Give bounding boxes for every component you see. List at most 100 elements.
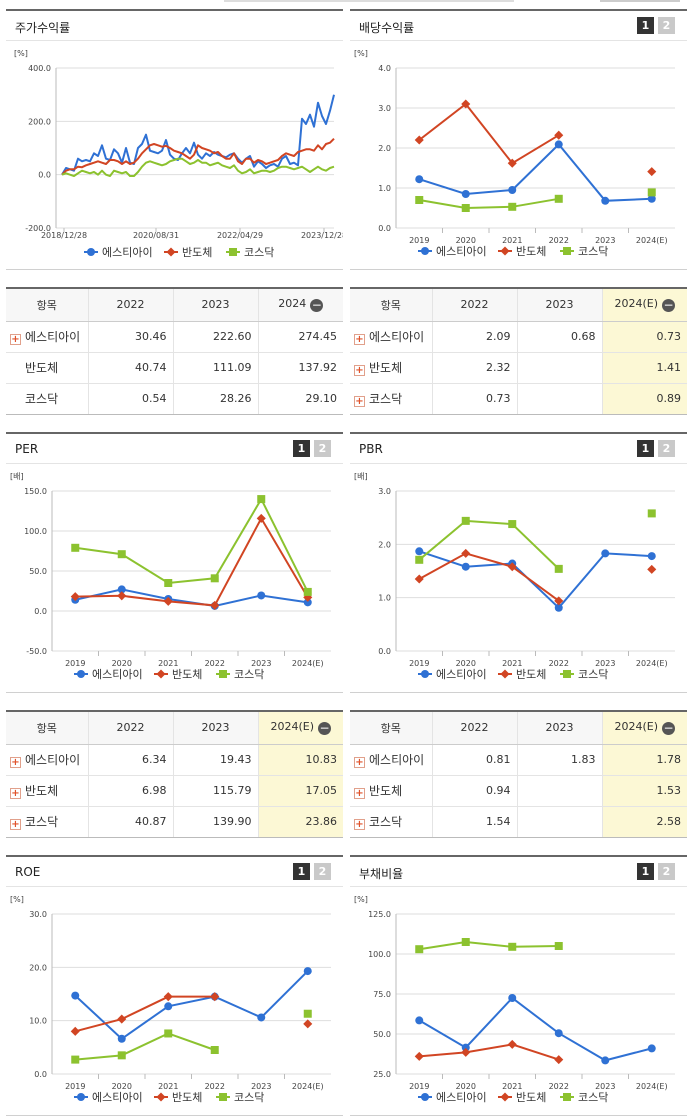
y-unit-label: [%] [10,895,24,904]
cell-value: 1.54 [486,815,511,828]
chart-area: [%] 4.0 3.0 2.0 1.0 0.0 2019 2020 2021 2022 2023 20… [350,41,687,270]
page-2-button[interactable]: 2 [314,440,331,457]
data-point [461,204,470,212]
column-header: 항목 [6,287,88,322]
collapse-column-icon[interactable]: − [662,298,676,313]
series-line-3 [419,940,559,951]
page-1-button[interactable]: 1 [293,863,310,880]
value-cell [516,806,602,838]
y-tick-label: 200.0 [28,117,51,126]
y-unit-label: [배] [354,472,368,481]
x-tick-label: 2024(E) [636,236,668,245]
data-point [508,186,517,194]
top-strip-left [224,0,514,2]
expand-row-icon[interactable]: + [10,757,21,768]
column-header: 항목 [6,710,88,745]
pbr-chart: [배] 3.0 2.0 1.0 0.0 2019 2020 2021 2022 2023 2024(… [354,472,675,681]
expand-row-icon[interactable]: + [354,757,365,768]
page-1-button[interactable]: 1 [637,863,654,880]
data-point [415,1016,424,1025]
expand-row-icon[interactable]: + [354,788,365,799]
page-2-button[interactable]: 2 [314,863,331,880]
value-cell: 0.94 [431,775,517,807]
legend-marker-3 [563,670,571,678]
data-point [164,579,173,587]
data-point [303,967,312,976]
row-label: 반도체 [369,361,403,375]
value-cell: 111.09 [172,352,258,384]
row-label: 코스닥 [369,815,403,829]
collapse-column-icon[interactable]: − [310,298,324,313]
column-header-label: 2022 [116,298,145,312]
cell-value: 137.92 [298,361,338,374]
data-point [554,596,564,606]
data-point [164,1002,173,1011]
page-2-button[interactable]: 2 [658,440,675,457]
cell-value: 28.26 [220,392,252,405]
cell-value: 6.98 [142,784,167,797]
expand-row-icon[interactable]: + [354,819,365,830]
row-label: 코스닥 [369,392,403,406]
data-point [461,548,471,558]
row-label-cell: + 에스티아이 [6,321,88,353]
legend-label-1: 에스티아이 [436,1091,487,1104]
series-line-1 [418,996,652,1062]
expand-row-icon[interactable]: + [354,365,365,376]
column-header-label: 2024(E) [270,720,315,734]
column-header: 항목 [350,710,432,745]
legend-marker-2 [156,1092,166,1102]
collapse-column-icon[interactable]: − [318,721,332,736]
series-line-3 [418,519,560,570]
expand-row-icon[interactable]: + [10,788,21,799]
column-header-label: 2023 [201,298,230,312]
expand-row-icon[interactable]: + [354,396,365,407]
series-line-2 [61,137,335,176]
x-tick-label: 2018/12/28 [41,231,87,240]
per-chart: [배]150.0 100.0 50.0 0.0 -50.0 2019 2020 2021 202… [10,472,331,681]
legend-label-1: 에스티아이 [436,245,487,258]
y-tick-label: 30.0 [29,910,47,919]
y-tick-label: 10.0 [29,1017,47,1026]
data-point [303,598,312,607]
data-point [647,552,656,561]
column-header: 2023 [516,287,602,322]
y-tick-label: 125.0 [368,910,391,919]
cell-value: 115.79 [213,784,252,797]
cell-value: 40.87 [135,815,167,828]
legend-label-2: 반도체 [516,245,546,258]
expand-row-icon[interactable]: + [10,819,21,830]
collapse-column-icon[interactable]: − [662,721,676,736]
value-cell: 29.10 [257,383,343,415]
row-label: 반도체 [25,361,59,375]
page-2-button[interactable]: 2 [658,863,675,880]
page-1-button[interactable]: 1 [637,440,654,457]
data-point [601,196,610,205]
expand-row-icon[interactable]: + [354,334,365,345]
expand-row-icon[interactable]: + [10,334,21,345]
value-cell: 6.34 [87,744,173,776]
value-cell: 40.74 [87,352,173,384]
series-line-1 [418,142,652,202]
column-header: 2024− [257,287,343,322]
per-table: 항목 2022 2023 2024(E) − + 에스티아이 6.34 19.43 10.83 + 반… [6,710,343,838]
x-tick-label: 2024(E) [292,659,324,668]
x-tick-label: 2024(E) [292,1082,324,1091]
page-2-button[interactable]: 2 [658,17,675,34]
dividend-table: 항목 2022 2023 2024(E) − + 에스티아이 2.09 0.68 0.73 + 반도체… [350,287,687,415]
value-cell: 1.53 [601,775,687,807]
data-point [508,202,517,211]
cell-value: 17.05 [305,784,338,797]
column-header: 2023 [172,287,258,322]
legend-label-3: 코스닥 [578,245,608,258]
page-1-button[interactable]: 1 [293,440,310,457]
x-tick-label: 2021 [502,236,522,245]
page-1-button[interactable]: 1 [637,17,654,34]
y-tick-label: 0.0 [378,647,391,656]
data-point [163,596,173,606]
series-line-1 [74,970,309,1041]
series-line-1 [418,550,652,610]
y-tick-label: 50.0 [29,567,47,576]
